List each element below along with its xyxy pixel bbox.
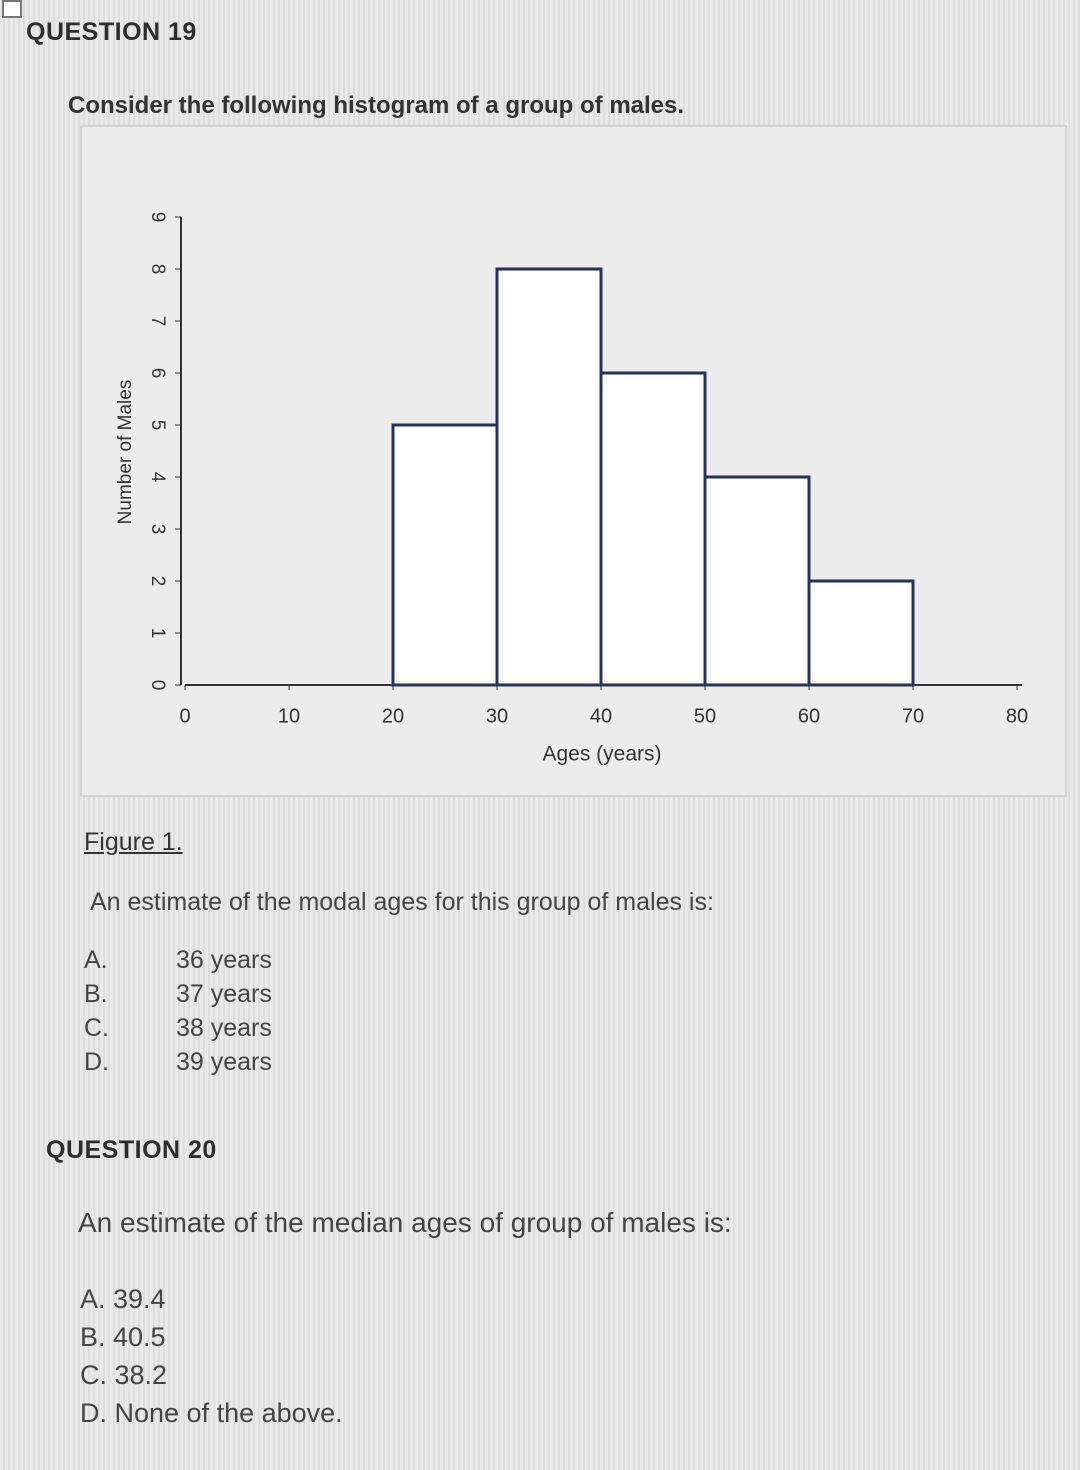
x-tick-label: 30: [486, 705, 508, 727]
intro: Consider the following histogram of a gr…: [68, 92, 685, 119]
option: D. None of the above.: [80, 1398, 343, 1428]
x-tick-label: 80: [1006, 705, 1028, 727]
question-text: An estimate of the median ages of group …: [78, 1207, 732, 1238]
x-tick-label: 50: [694, 705, 716, 727]
x-axis-label: Ages (years): [542, 743, 661, 766]
option-letter: C.: [84, 1014, 109, 1042]
y-axis-label: Number of Males: [115, 380, 136, 525]
y-tick-label: 1: [147, 628, 168, 639]
bar: [391, 423, 499, 687]
y-tick-label: 6: [147, 368, 168, 379]
x-tick-label: 20: [382, 705, 404, 727]
question-text: An estimate of the modal ages for this g…: [90, 888, 714, 916]
x-tick-label: 60: [798, 705, 820, 727]
bar: [599, 371, 707, 687]
bar: [807, 579, 915, 687]
option: A. 39.4: [80, 1284, 166, 1314]
y-tick-label: 9: [147, 212, 168, 223]
option-text: 37 years: [176, 980, 272, 1008]
histogram: 0 10 20 30 40 50 60 70 80 0 1 2 3 4 5 6 7 8 9 Ages (years) N…: [80, 125, 1067, 797]
y-tick-label: 4: [147, 472, 168, 483]
x-tick-label: 0: [179, 705, 190, 727]
option-letter: B.: [84, 980, 108, 1008]
option-letter: D.: [84, 1048, 109, 1076]
y-tick-label: 3: [147, 524, 168, 535]
y-tick-label: 5: [147, 420, 168, 431]
option: B. 40.5: [80, 1322, 166, 1352]
option-text: 38 years: [176, 1014, 272, 1042]
y-tick-label: 8: [147, 264, 168, 275]
option: C. 38.2: [80, 1360, 168, 1390]
question-title: QUESTION 19: [26, 18, 197, 46]
x-tick-label: 70: [902, 705, 924, 727]
y-tick-label: 0: [147, 680, 168, 691]
option-letter: A.: [84, 946, 108, 974]
checkbox[interactable]: [2, 0, 22, 18]
bar: [495, 267, 603, 687]
y-tick-label: 2: [147, 576, 168, 587]
figure-caption: Figure 1.: [84, 828, 183, 856]
option-text: 39 years: [176, 1048, 272, 1076]
option-text: 36 years: [176, 946, 272, 974]
question-title: QUESTION 20: [46, 1136, 217, 1164]
x-tick-label: 10: [278, 705, 300, 727]
bar: [703, 475, 811, 687]
x-tick-label: 40: [590, 705, 612, 727]
y-tick-label: 7: [147, 316, 168, 327]
